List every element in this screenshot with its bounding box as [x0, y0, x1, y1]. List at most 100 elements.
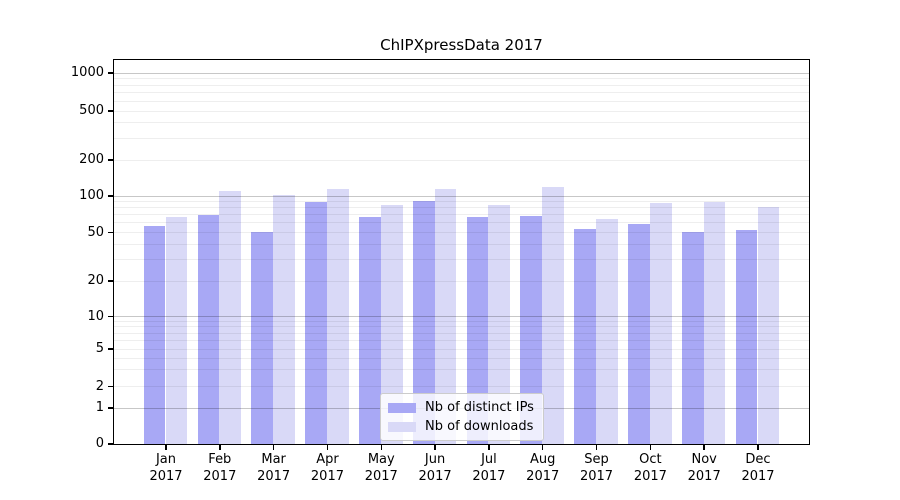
- x-tick-year: 2017: [257, 469, 291, 484]
- minor-gridline: [114, 348, 809, 350]
- major-gridline: [114, 195, 809, 197]
- x-tick-year: 2017: [364, 469, 398, 484]
- bar-distinct-ips-jul: [466, 216, 489, 444]
- x-tick-month: Apr: [316, 452, 339, 467]
- x-tick-month: Dec: [745, 452, 771, 467]
- minor-gridline: [114, 386, 809, 387]
- x-tick: [272, 445, 275, 450]
- x-tick-label: Dec 2017: [728, 451, 788, 485]
- x-tick-month: Nov: [691, 452, 717, 467]
- x-tick: [595, 445, 598, 450]
- bar-distinct-ips-dec: [735, 230, 758, 444]
- x-tick-year: 2017: [472, 469, 506, 484]
- minor-gridline: [114, 332, 809, 334]
- legend: Nb of distinct IPs Nb of downloads: [380, 393, 544, 441]
- plot-area: [113, 59, 810, 445]
- minor-gridline: [114, 243, 809, 245]
- minor-gridline: [114, 259, 809, 261]
- bar-distinct-ips-sep: [574, 229, 597, 444]
- x-tick-label: Sep 2017: [567, 451, 627, 485]
- legend-label-distinct-ips: Nb of distinct IPs: [425, 400, 534, 415]
- x-tick: [165, 445, 167, 450]
- y-tick: [108, 231, 113, 234]
- bar-downloads-nov: [703, 201, 726, 444]
- x-tick-label: Nov 2017: [674, 451, 734, 485]
- x-tick-label: Mar 2017: [244, 451, 304, 485]
- x-tick-label: May 2017: [351, 451, 411, 485]
- legend-item-distinct-ips: Nb of distinct IPs: [388, 398, 543, 417]
- bar-distinct-ips-may: [358, 216, 381, 444]
- x-tick-label: Apr 2017: [297, 451, 357, 485]
- x-tick-month: Feb: [208, 452, 232, 467]
- x-tick-month: May: [367, 452, 395, 467]
- bar-downloads-feb: [219, 191, 242, 444]
- x-tick-label: Jul 2017: [459, 451, 519, 485]
- y-tick-label: 1: [95, 400, 104, 415]
- y-tick-label: 1000: [70, 65, 104, 80]
- legend-item-downloads: Nb of downloads: [388, 417, 543, 436]
- minor-gridline: [114, 92, 809, 94]
- chart-title: ChIPXpressData 2017: [380, 36, 543, 54]
- minor-gridline: [114, 222, 809, 224]
- bar-distinct-ips-mar: [251, 231, 274, 444]
- y-tick: [108, 443, 113, 445]
- x-tick-month: Jan: [155, 452, 177, 467]
- y-tick-label: 5: [95, 341, 104, 356]
- minor-gridline: [114, 280, 809, 282]
- legend-swatch-distinct-ips: [388, 402, 416, 413]
- x-tick-year: 2017: [633, 469, 667, 484]
- y-tick: [108, 110, 113, 112]
- bar-distinct-ips-jan: [143, 226, 166, 444]
- x-tick: [703, 445, 705, 450]
- bar-downloads-jun: [434, 189, 457, 444]
- bar-distinct-ips-apr: [305, 201, 327, 444]
- x-tick-year: 2017: [741, 469, 775, 484]
- minor-gridline: [114, 214, 809, 216]
- x-tick-month: Jul: [481, 452, 497, 467]
- y-tick-label: 20: [87, 273, 104, 288]
- bar-distinct-ips-oct: [628, 223, 650, 444]
- y-tick: [108, 407, 113, 409]
- bar-downloads-jul: [488, 204, 511, 444]
- y-tick: [108, 348, 113, 350]
- y-tick-label: 500: [79, 103, 104, 118]
- x-tick-month: Oct: [639, 452, 662, 467]
- bar-downloads-apr: [326, 189, 349, 444]
- x-tick: [757, 445, 759, 450]
- y-tick: [108, 159, 113, 161]
- y-tick-label: 200: [79, 152, 104, 167]
- minor-gridline: [114, 110, 809, 112]
- y-tick-label: 0: [95, 436, 104, 451]
- bar-downloads-jan: [165, 216, 188, 444]
- x-tick: [488, 445, 490, 450]
- x-tick: [541, 445, 544, 450]
- x-tick-label: Oct 2017: [620, 451, 680, 485]
- x-tick-label: Aug 2017: [513, 451, 573, 485]
- bar-downloads-mar: [273, 195, 295, 444]
- minor-gridline: [114, 78, 809, 80]
- bar-distinct-ips-jun: [412, 200, 435, 444]
- x-tick-label: Feb 2017: [190, 451, 250, 485]
- major-gridline: [114, 72, 809, 74]
- x-tick: [434, 445, 436, 450]
- major-gridline: [114, 316, 809, 317]
- y-tick-label: 2: [95, 378, 104, 394]
- bar-distinct-ips-nov: [681, 231, 704, 444]
- minor-gridline: [114, 122, 809, 124]
- minor-gridline: [114, 357, 809, 359]
- bar-distinct-ips-aug: [520, 216, 543, 444]
- minor-gridline: [114, 339, 809, 341]
- x-tick-year: 2017: [418, 469, 452, 484]
- minor-gridline: [114, 207, 809, 209]
- minor-gridline: [114, 232, 809, 233]
- x-tick-year: 2017: [687, 469, 721, 484]
- x-tick-month: Mar: [261, 452, 286, 467]
- y-tick: [108, 280, 113, 282]
- legend-swatch-downloads: [388, 421, 416, 432]
- x-tick-month: Jun: [424, 452, 446, 467]
- x-tick-year: 2017: [579, 469, 614, 484]
- x-tick-month: Aug: [530, 452, 556, 467]
- x-tick: [326, 445, 329, 450]
- y-tick-label: 10: [87, 308, 104, 324]
- x-tick-year: 2017: [203, 469, 237, 484]
